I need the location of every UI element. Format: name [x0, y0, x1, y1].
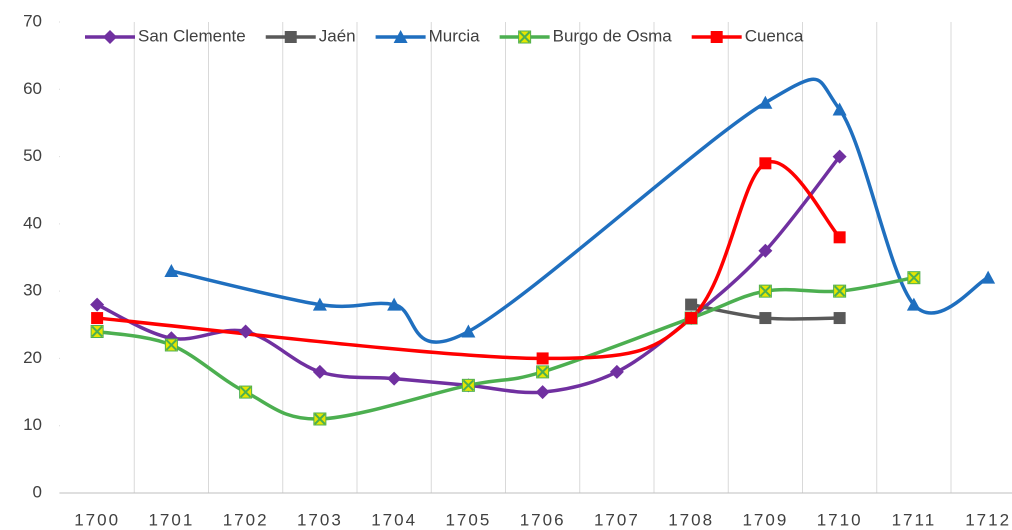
marker [759, 312, 772, 325]
marker [90, 297, 105, 312]
legend-label: Jaén [319, 26, 356, 45]
marker [91, 312, 104, 325]
marker-cross [239, 386, 252, 398]
marker [758, 95, 773, 109]
marker [536, 352, 549, 365]
marker-cross [314, 413, 326, 425]
y-tick-label: 20 [23, 348, 42, 367]
marker [313, 412, 327, 426]
marker [758, 243, 773, 258]
x-tick-label: 1712 [965, 510, 1011, 529]
marker [238, 324, 253, 339]
x-tick-label: 1701 [148, 510, 194, 529]
legend: San Clemente Jaén Murcia Burgo de Osma Cuenc… [85, 26, 804, 45]
marker [832, 149, 847, 164]
y-tick-label: 40 [23, 213, 42, 232]
marker [461, 324, 476, 338]
marker [833, 312, 846, 325]
marker [907, 271, 921, 285]
legend-label: Burgo de Osma [553, 26, 673, 45]
marker [312, 297, 327, 311]
marker [387, 297, 402, 311]
legend-item: Jaén [265, 26, 356, 45]
marker-cross [518, 31, 531, 43]
legend-item: Murcia [375, 26, 481, 45]
marker [535, 385, 550, 400]
marker [609, 364, 624, 379]
marker [239, 385, 253, 399]
marker [284, 31, 297, 43]
y-tick-label: 0 [33, 482, 42, 501]
marker [312, 364, 327, 379]
y-tick-label: 30 [23, 281, 42, 300]
marker [906, 297, 921, 311]
y-tick-label: 70 [23, 11, 42, 30]
marker [461, 378, 475, 392]
x-tick-label: 1705 [445, 510, 491, 529]
y-tick-label: 50 [23, 146, 42, 165]
marker-cross [536, 366, 549, 378]
marker [536, 365, 550, 379]
x-tick-label: 1706 [520, 510, 566, 529]
marker [103, 30, 117, 44]
x-tick-label: 1710 [817, 510, 863, 529]
series-line [170, 77, 989, 344]
legend-label: San Clemente [138, 26, 246, 45]
marker [393, 30, 408, 43]
marker [758, 284, 772, 298]
legend-item: Burgo de Osma [499, 26, 673, 45]
series-line [96, 159, 841, 361]
x-tick-label: 1707 [594, 510, 640, 529]
marker [832, 102, 847, 116]
marker [981, 270, 996, 284]
marker-cross [759, 285, 772, 297]
legend-item: Cuenca [691, 26, 804, 45]
x-tick-label: 1700 [74, 510, 120, 529]
x-tick-label: 1709 [742, 510, 788, 529]
x-tick-label: 1702 [223, 510, 269, 529]
x-tick-label: 1704 [371, 510, 417, 529]
marker [685, 312, 698, 325]
marker [518, 30, 532, 44]
marker [833, 231, 846, 244]
legend-label: Murcia [429, 26, 481, 45]
y-tick-label: 60 [23, 79, 42, 98]
legend-label: Cuenca [745, 26, 804, 45]
marker [164, 263, 179, 277]
marker [833, 284, 847, 298]
legend-item: San Clemente [85, 26, 246, 45]
marker-cross [91, 325, 103, 338]
marker-cross [833, 285, 846, 297]
marker [90, 325, 104, 339]
x-tick-label: 1703 [297, 510, 343, 529]
marker-cross [462, 379, 475, 392]
marker-cross [165, 339, 178, 351]
marker-cross [908, 271, 920, 284]
x-tick-label: 1708 [668, 510, 714, 529]
marker [759, 157, 772, 170]
y-tick-label: 10 [23, 415, 42, 434]
series-line [96, 275, 915, 421]
marker [164, 338, 178, 352]
marker [710, 31, 723, 43]
marker [387, 371, 402, 386]
x-tick-label: 1711 [892, 510, 937, 529]
marker [685, 298, 698, 311]
